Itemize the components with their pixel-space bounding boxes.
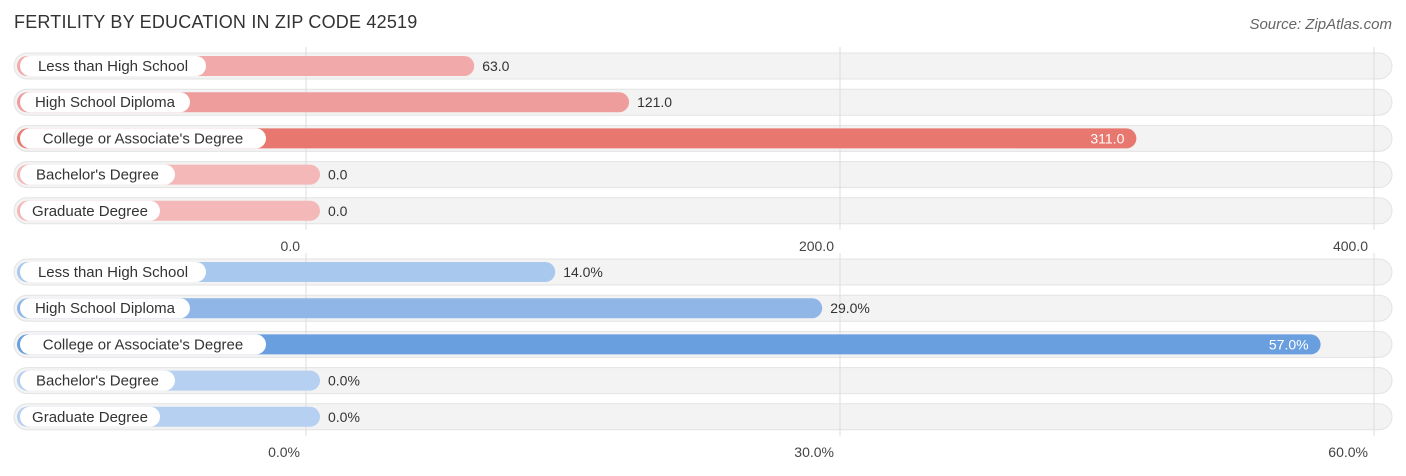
value-label: 63.0 (482, 58, 509, 74)
source-note: Source: ZipAtlas.com (1249, 16, 1392, 33)
tick-label: 200.0 (799, 238, 834, 254)
value-label: 121.0 (637, 94, 672, 110)
tick-label: 60.0% (1328, 444, 1368, 460)
bar (17, 128, 1137, 149)
category-label-pill (20, 370, 175, 391)
chart-title: FERTILITY BY EDUCATION IN ZIP CODE 42519 (14, 12, 418, 32)
category-label-pill (20, 128, 266, 149)
tick-label: 30.0% (794, 444, 834, 460)
category-label: Graduate Degree (32, 203, 148, 220)
bar (17, 334, 1321, 355)
value-label: 57.0% (1269, 336, 1309, 352)
row-track (13, 403, 1393, 431)
value-label: 0.0 (328, 203, 348, 219)
row-track (13, 197, 1393, 225)
category-label: Less than High School (38, 264, 188, 281)
bar (17, 298, 823, 319)
value-label: 0.0% (328, 373, 360, 389)
tick-label: 0.0% (268, 444, 300, 460)
category-label-pill (20, 298, 190, 319)
category-label-pill (20, 200, 160, 221)
category-label-pill (20, 334, 266, 355)
category-label: Graduate Degree (32, 409, 148, 426)
category-label: College or Associate's Degree (43, 130, 243, 147)
tick-label: 0.0 (281, 238, 301, 254)
category-label-pill (20, 164, 175, 185)
value-label: 0.0% (328, 409, 360, 425)
category-label-pill (20, 56, 206, 76)
row-track (13, 161, 1393, 189)
value-label: 14.0% (563, 264, 603, 280)
category-label-pill (20, 92, 190, 113)
category-label: Bachelor's Degree (36, 167, 159, 184)
chart-panel-2: Less than High School 14.0% High School Di… (13, 253, 1393, 460)
category-label: High School Diploma (35, 94, 176, 111)
row-track (13, 367, 1393, 395)
chart-panel-1: Less than High School 63.0 High School Dip… (13, 47, 1393, 254)
tick-label: 400.0 (1333, 238, 1368, 254)
category-label: Bachelor's Degree (36, 373, 159, 390)
category-label: College or Associate's Degree (43, 336, 243, 353)
category-label-pill (20, 406, 160, 427)
category-label-pill (20, 262, 206, 282)
value-label: 311.0 (1090, 130, 1124, 146)
category-label: High School Diploma (35, 300, 176, 317)
value-label: 0.0 (328, 167, 348, 183)
category-label: Less than High School (38, 58, 188, 75)
value-label: 29.0% (830, 300, 870, 316)
